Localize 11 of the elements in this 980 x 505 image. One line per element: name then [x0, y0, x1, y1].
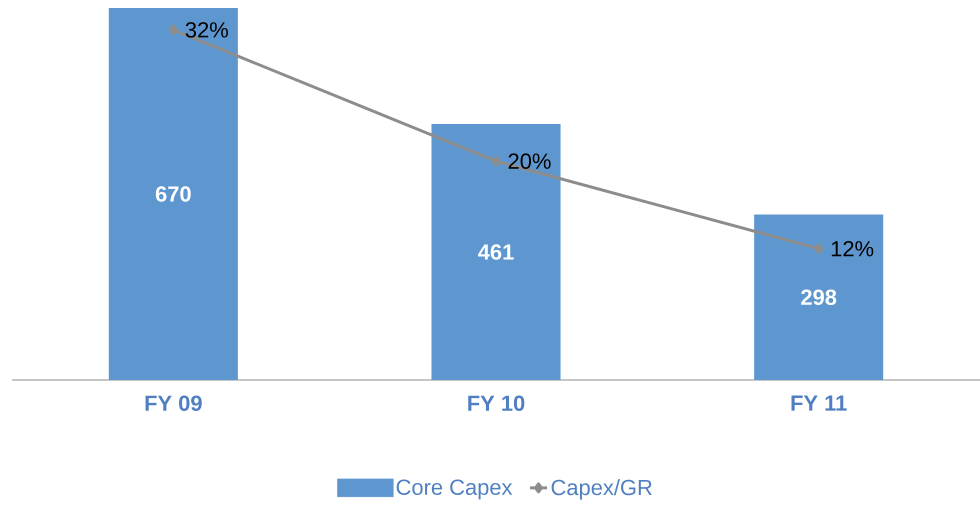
x-tick-label: FY 10: [468, 395, 524, 412]
legend-label: Core Capex: [396, 479, 512, 500]
data-label: 32%: [186, 22, 228, 38]
legend-label: Capex/GR: [552, 479, 652, 500]
data-label: 20%: [508, 153, 551, 169]
data-label: 670: [156, 186, 191, 202]
data-label: 298: [801, 289, 836, 306]
x-tick-label: FY 11: [792, 396, 847, 411]
data-label: 461: [478, 244, 514, 260]
x-tick-label: FY 09: [146, 395, 202, 412]
data-label: 12%: [832, 240, 874, 256]
